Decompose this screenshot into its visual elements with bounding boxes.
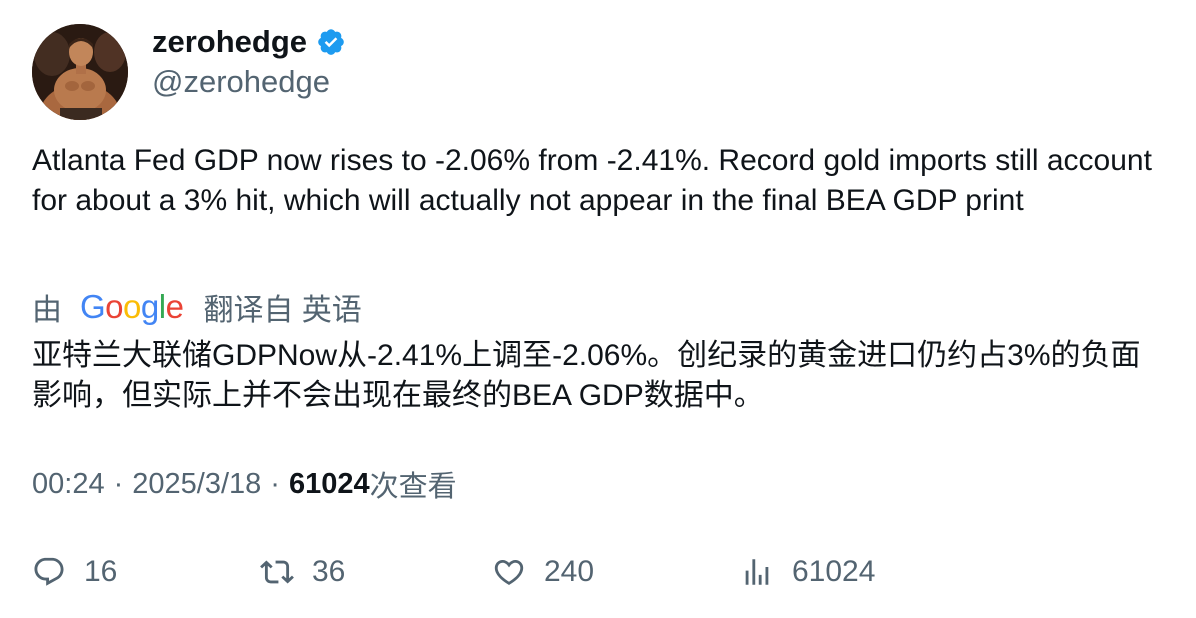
translated-text: 亚特兰大联储GDPNow从-2.41%上调至-2.06%。创纪录的黄金进口仍约占… bbox=[32, 339, 1141, 412]
heart-icon bbox=[494, 559, 524, 585]
tweet-time[interactable]: 00:24 bbox=[32, 467, 105, 500]
views-action-count: 61024 bbox=[792, 555, 876, 588]
translation-prefix: 由 bbox=[32, 294, 62, 327]
reply-count: 16 bbox=[84, 555, 118, 588]
action-bar: 16 36 240 61024 bbox=[32, 551, 1162, 593]
tweet-text: Atlanta Fed GDP now rises to -2.06% from… bbox=[32, 144, 1152, 217]
translation-source-language: 翻译自 英语 bbox=[203, 294, 362, 327]
meta-separator: · bbox=[270, 467, 280, 500]
retweet-count: 36 bbox=[312, 555, 346, 588]
views-label: 次查看 bbox=[369, 471, 457, 503]
like-button[interactable]: 240 bbox=[492, 551, 594, 593]
views-button[interactable]: 61024 bbox=[740, 551, 875, 593]
avatar-image bbox=[32, 24, 128, 120]
reply-button[interactable]: 16 bbox=[32, 551, 117, 593]
author-name-row: zerohedge bbox=[152, 22, 346, 62]
author-handle[interactable]: @zerohedge bbox=[152, 64, 330, 99]
retweet-button[interactable]: 36 bbox=[260, 551, 345, 593]
like-count: 240 bbox=[544, 555, 595, 588]
tweet-date[interactable]: 2025/3/18 bbox=[132, 467, 262, 500]
tweet-meta: 00:24 · 2025/3/18 · 61024 次查看 bbox=[32, 464, 457, 504]
avatar[interactable] bbox=[32, 24, 128, 120]
meta-separator: · bbox=[113, 467, 124, 500]
verified-badge-icon bbox=[316, 27, 346, 57]
views-count: 61024 bbox=[288, 467, 370, 500]
google-logo: Google bbox=[80, 288, 184, 325]
reply-icon bbox=[34, 557, 64, 586]
retweet-icon bbox=[260, 560, 294, 584]
display-name[interactable]: zerohedge bbox=[152, 24, 308, 59]
translation-attribution: 由 Google 翻译自 英语 bbox=[32, 287, 362, 327]
analytics-icon bbox=[745, 559, 769, 585]
